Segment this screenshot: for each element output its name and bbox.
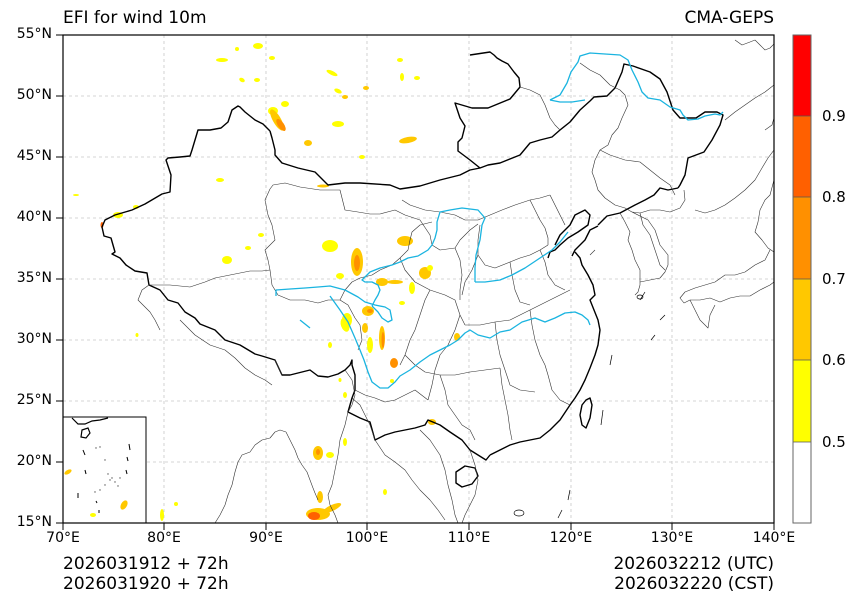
rivers: [275, 52, 724, 389]
lon-label-90: 90°E: [249, 530, 283, 546]
colorbar-tick-0.7: 0.7: [822, 270, 846, 288]
init-time-cst: 2026031920 + 72h: [63, 574, 229, 594]
lon-label-140: 140°E: [752, 530, 796, 546]
lon-label-80: 80°E: [147, 530, 181, 546]
lat-label-45: 45°N: [16, 148, 52, 164]
country-borders: [101, 51, 724, 488]
lat-label-35: 35°N: [16, 270, 52, 286]
valid-time: 2026032212 (UTC) 2026032220 (CST): [613, 554, 774, 594]
axis-ticks: [56, 34, 775, 530]
colorbar: [792, 34, 812, 524]
province-borders: [137, 39, 774, 523]
valid-time-cst: 2026032220 (CST): [614, 574, 774, 594]
lon-label-130: 130°E: [650, 530, 694, 546]
lat-label-55: 55°N: [16, 26, 52, 42]
lat-label-25: 25°N: [16, 392, 52, 408]
lon-label-70: 70°E: [46, 530, 80, 546]
lat-label-15: 15°N: [16, 514, 52, 530]
init-time: 2026031912 + 72h 2026031920 + 72h: [63, 554, 229, 594]
colorbar-tick-0.8: 0.8: [822, 188, 846, 206]
colorbar-tick-0.9: 0.9: [822, 107, 846, 125]
init-time-utc: 2026031912 + 72h: [63, 554, 229, 574]
lon-label-120: 120°E: [549, 530, 593, 546]
lat-label-30: 30°N: [16, 331, 52, 347]
valid-time-utc: 2026032212 (UTC): [613, 554, 774, 574]
south-china-sea-inset: [63, 416, 147, 523]
lon-label-110: 110°E: [447, 530, 491, 546]
gridlines: [63, 35, 774, 523]
model-name: CMA-GEPS: [684, 8, 774, 28]
lat-label-50: 50°N: [16, 87, 52, 103]
lon-label-100: 100°E: [345, 530, 389, 546]
lat-label-40: 40°N: [16, 209, 52, 225]
colorbar-tick-0.5: 0.5: [822, 433, 846, 451]
coastline: [513, 291, 666, 519]
map-title: EFI for wind 10m: [63, 8, 207, 28]
lat-label-20: 20°N: [16, 453, 52, 469]
colorbar-tick-0.6: 0.6: [822, 351, 846, 369]
